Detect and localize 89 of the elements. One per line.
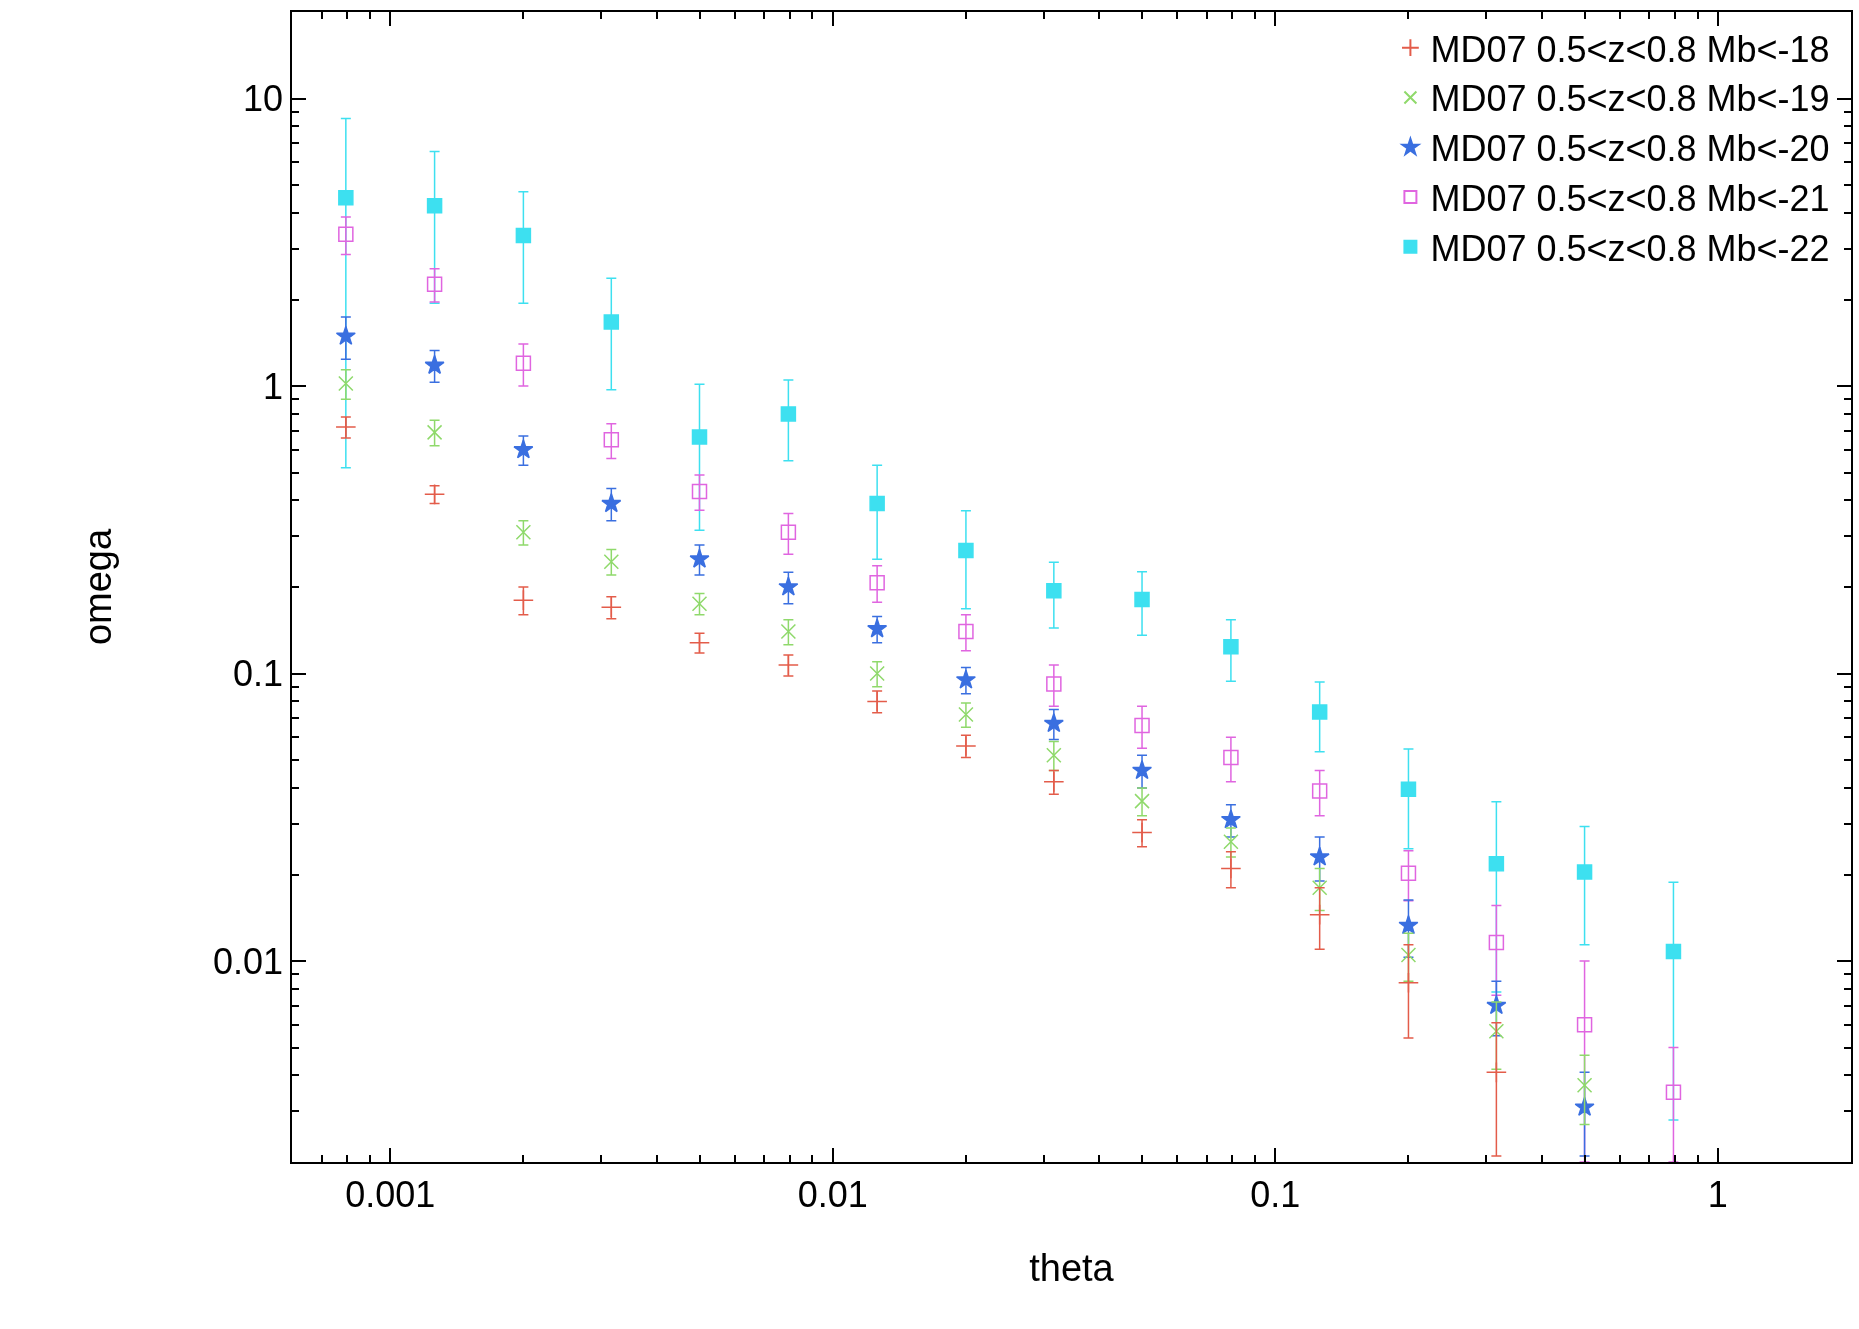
point	[869, 665, 885, 682]
point	[1400, 865, 1417, 882]
x-tick-label: 0.001	[345, 1173, 436, 1215]
point	[689, 548, 710, 568]
legend-label: MD07 0.5<z<0.8 Mb<-21	[1430, 178, 1830, 220]
point	[513, 439, 534, 459]
point	[1046, 747, 1062, 763]
point	[1485, 1061, 1507, 1083]
point	[691, 595, 708, 612]
y-tick-label: 1	[263, 365, 284, 407]
point	[603, 314, 620, 330]
point	[780, 623, 797, 640]
point	[1576, 1017, 1593, 1033]
point	[1223, 749, 1239, 766]
point	[1223, 833, 1239, 850]
point	[600, 596, 622, 618]
point	[1311, 704, 1328, 720]
point	[958, 623, 974, 640]
legend-label: MD07 0.5<z<0.8 Mb<-20	[1430, 128, 1830, 170]
point	[1400, 781, 1417, 797]
point	[955, 669, 976, 689]
point	[426, 424, 443, 441]
legend-label: MD07 0.5<z<0.8 Mb<-19	[1430, 78, 1830, 120]
legend-label: MD07 0.5<z<0.8 Mb<-22	[1430, 227, 1830, 269]
point	[338, 226, 354, 243]
point	[869, 574, 885, 591]
point	[1398, 914, 1419, 935]
x-tick-label: 1	[1707, 1173, 1728, 1215]
point	[1665, 943, 1682, 960]
point	[1131, 821, 1153, 844]
point	[1488, 934, 1505, 951]
point	[1223, 638, 1239, 655]
x-tick-label: 0.01	[797, 1173, 868, 1215]
point	[866, 690, 888, 712]
point	[424, 354, 445, 375]
point	[1488, 1023, 1505, 1039]
point	[515, 227, 532, 244]
point	[691, 429, 708, 445]
point	[1311, 783, 1328, 799]
point	[1134, 717, 1150, 734]
point	[338, 189, 354, 206]
point	[958, 542, 974, 559]
point	[1309, 904, 1331, 926]
point	[603, 432, 620, 448]
point	[424, 483, 446, 505]
y-tick-label: 0.1	[233, 653, 284, 695]
point	[1043, 771, 1065, 793]
point	[515, 524, 532, 541]
point	[780, 406, 797, 422]
point	[1576, 1077, 1593, 1093]
point	[1488, 855, 1505, 872]
legend-label: MD07 0.5<z<0.8 Mb<-18	[1430, 28, 1830, 70]
x-tick-label: 0.1	[1250, 1173, 1301, 1215]
y-axis-title: omega	[76, 528, 119, 646]
point	[1576, 864, 1593, 880]
point	[1400, 947, 1417, 963]
point	[426, 276, 443, 292]
y-tick-label: 0.01	[212, 940, 284, 982]
point	[515, 355, 532, 372]
point	[1309, 846, 1330, 866]
point	[1311, 879, 1328, 896]
point	[867, 618, 888, 638]
point	[1134, 591, 1150, 608]
point	[335, 325, 356, 345]
point	[426, 197, 443, 214]
point	[869, 495, 885, 512]
point	[780, 524, 797, 541]
point	[1134, 793, 1150, 809]
point	[955, 735, 977, 757]
point	[601, 493, 622, 513]
point	[1220, 857, 1242, 879]
point	[1665, 1084, 1682, 1100]
point	[1046, 583, 1062, 599]
point	[1220, 809, 1241, 829]
x-axis-title: theta	[1029, 1246, 1115, 1289]
point	[777, 654, 799, 676]
point	[1131, 759, 1153, 780]
point	[338, 375, 354, 392]
point	[603, 553, 620, 570]
point	[1397, 972, 1420, 994]
point	[691, 483, 708, 500]
y-tick-label: 10	[243, 78, 284, 120]
point	[958, 706, 974, 723]
point	[688, 632, 711, 654]
point	[512, 589, 534, 611]
point	[1046, 676, 1062, 692]
point	[335, 416, 357, 438]
point	[778, 576, 799, 596]
point	[1043, 713, 1064, 733]
